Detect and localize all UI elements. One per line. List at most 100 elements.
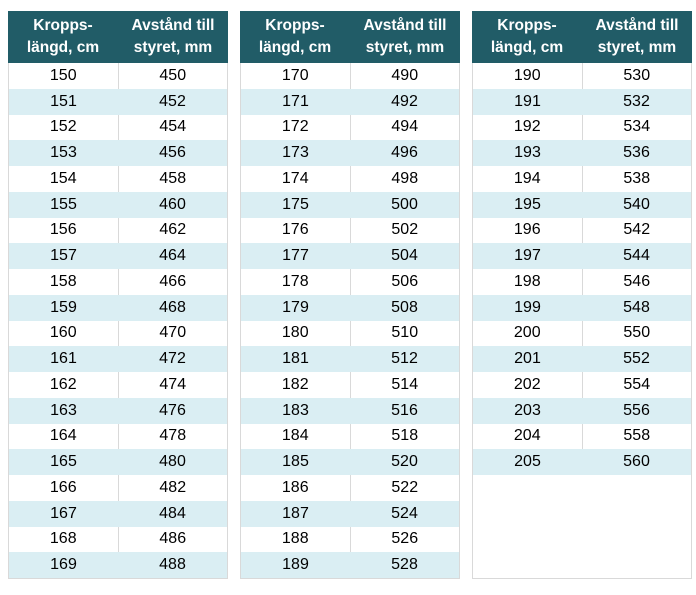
cell-body-height: 168 <box>9 526 119 553</box>
column-header-body-height: Kropps-längd, cm <box>490 17 564 56</box>
cell-handlebar-distance: 512 <box>391 350 418 368</box>
cell-body-height: 151 <box>50 92 77 110</box>
table-row: 158 466 <box>9 269 227 295</box>
table-row: 171 492 <box>241 88 459 115</box>
table-row: 168 486 <box>9 526 227 553</box>
table-row: 178 506 <box>241 269 459 295</box>
table-row: 175 500 <box>241 191 459 218</box>
cell-body-height: 165 <box>50 453 77 471</box>
table-row: 154 458 <box>9 166 227 192</box>
cell-body-height: 175 <box>282 195 309 213</box>
cell-handlebar-distance: 560 <box>623 453 650 471</box>
table-row: 162 474 <box>9 372 227 398</box>
table-header: Kropps-längd, cm Avstånd till styret, mm <box>240 11 460 63</box>
cell-body-height: 176 <box>241 217 351 244</box>
table-row: 192 534 <box>473 114 691 141</box>
table-row: 170 490 <box>241 63 459 89</box>
cell-body-height: 177 <box>282 247 309 265</box>
cell-body-height: 193 <box>514 144 541 162</box>
empty-area <box>473 475 691 578</box>
cell-body-height: 197 <box>514 247 541 265</box>
cell-body-height: 195 <box>514 195 541 213</box>
cell-body-height: 169 <box>50 556 77 574</box>
cell-body-height: 162 <box>9 372 119 398</box>
table-row: 164 478 <box>9 423 227 450</box>
cell-body-height: 182 <box>241 372 351 398</box>
table-row: 167 484 <box>9 500 227 527</box>
cell-handlebar-distance: 536 <box>623 144 650 162</box>
cell-handlebar-distance: 558 <box>623 427 651 445</box>
column-header-handlebar-distance: Avstånd till styret, mm <box>131 17 215 56</box>
cell-handlebar-distance: 556 <box>623 401 650 419</box>
cell-handlebar-distance: 554 <box>623 375 651 393</box>
cell-body-height: 204 <box>473 423 583 450</box>
table-row: 194 538 <box>473 166 691 192</box>
cell-handlebar-distance: 530 <box>623 66 651 84</box>
table-row: 151 452 <box>9 88 227 115</box>
cell-handlebar-distance: 492 <box>391 92 418 110</box>
cell-body-height: 199 <box>514 298 541 316</box>
table-row: 182 514 <box>241 372 459 398</box>
table-row: 150 450 <box>9 63 227 89</box>
cell-handlebar-distance: 532 <box>623 92 650 110</box>
table-row: 189 528 <box>241 552 459 578</box>
column-header-handlebar-distance: Avstånd till styret, mm <box>595 17 679 56</box>
cell-handlebar-distance: 494 <box>391 118 419 136</box>
cell-handlebar-distance: 526 <box>391 530 419 548</box>
cell-handlebar-distance: 524 <box>391 504 418 522</box>
cell-body-height: 159 <box>50 298 77 316</box>
cell-handlebar-distance: 514 <box>391 375 419 393</box>
table-row: 152 454 <box>9 114 227 141</box>
cell-body-height: 190 <box>473 63 583 89</box>
cell-body-height: 160 <box>9 320 119 347</box>
table-row: 174 498 <box>241 166 459 192</box>
cell-body-height: 172 <box>241 114 351 141</box>
table-row: 180 510 <box>241 320 459 347</box>
table-body: 190 530 191 532 192 534 193 536 194 538 195 540 196 5… <box>472 63 692 579</box>
cell-body-height: 153 <box>50 144 77 162</box>
cell-body-height: 191 <box>514 92 541 110</box>
table-row: 179 508 <box>241 294 459 321</box>
cell-handlebar-distance: 546 <box>623 272 651 290</box>
cell-body-height: 184 <box>241 423 351 450</box>
cell-handlebar-distance: 550 <box>623 324 651 342</box>
table-row: 198 546 <box>473 269 691 295</box>
table-row: 184 518 <box>241 423 459 450</box>
cell-handlebar-distance: 504 <box>391 247 418 265</box>
cell-handlebar-distance: 502 <box>391 221 419 239</box>
cell-body-height: 150 <box>9 63 119 89</box>
cell-body-height: 183 <box>282 401 309 419</box>
cell-handlebar-distance: 498 <box>391 169 419 187</box>
cell-body-height: 178 <box>241 269 351 295</box>
cell-handlebar-distance: 544 <box>623 247 650 265</box>
cell-handlebar-distance: 478 <box>159 427 187 445</box>
cell-body-height: 181 <box>282 350 309 368</box>
cell-body-height: 194 <box>473 166 583 192</box>
cell-handlebar-distance: 474 <box>159 375 187 393</box>
size-table-3: Kropps-längd, cm Avstånd till styret, mm 19… <box>472 11 692 579</box>
table-row: 185 520 <box>241 449 459 475</box>
cell-handlebar-distance: 470 <box>159 324 187 342</box>
cell-body-height: 173 <box>282 144 309 162</box>
cell-body-height: 164 <box>9 423 119 450</box>
cell-handlebar-distance: 542 <box>623 221 651 239</box>
cell-body-height: 189 <box>282 556 309 574</box>
cell-handlebar-distance: 518 <box>391 427 419 445</box>
cell-handlebar-distance: 496 <box>391 144 418 162</box>
cell-body-height: 170 <box>241 63 351 89</box>
cell-body-height: 152 <box>9 114 119 141</box>
table-row: 156 462 <box>9 217 227 244</box>
cell-handlebar-distance: 480 <box>159 453 186 471</box>
table-row: 157 464 <box>9 243 227 269</box>
table-row: 172 494 <box>241 114 459 141</box>
cell-body-height: 186 <box>241 475 351 501</box>
cell-handlebar-distance: 458 <box>159 169 187 187</box>
table-row: 202 554 <box>473 372 691 398</box>
table-body: 170 490 171 492 172 494 173 496 174 498 175 500 176 5… <box>240 63 460 579</box>
cell-handlebar-distance: 510 <box>391 324 419 342</box>
cell-body-height: 192 <box>473 114 583 141</box>
table-row: 190 530 <box>473 63 691 89</box>
table-row: 195 540 <box>473 191 691 218</box>
cell-handlebar-distance: 538 <box>623 169 651 187</box>
column-header-body-height: Kropps-längd, cm <box>26 17 100 56</box>
